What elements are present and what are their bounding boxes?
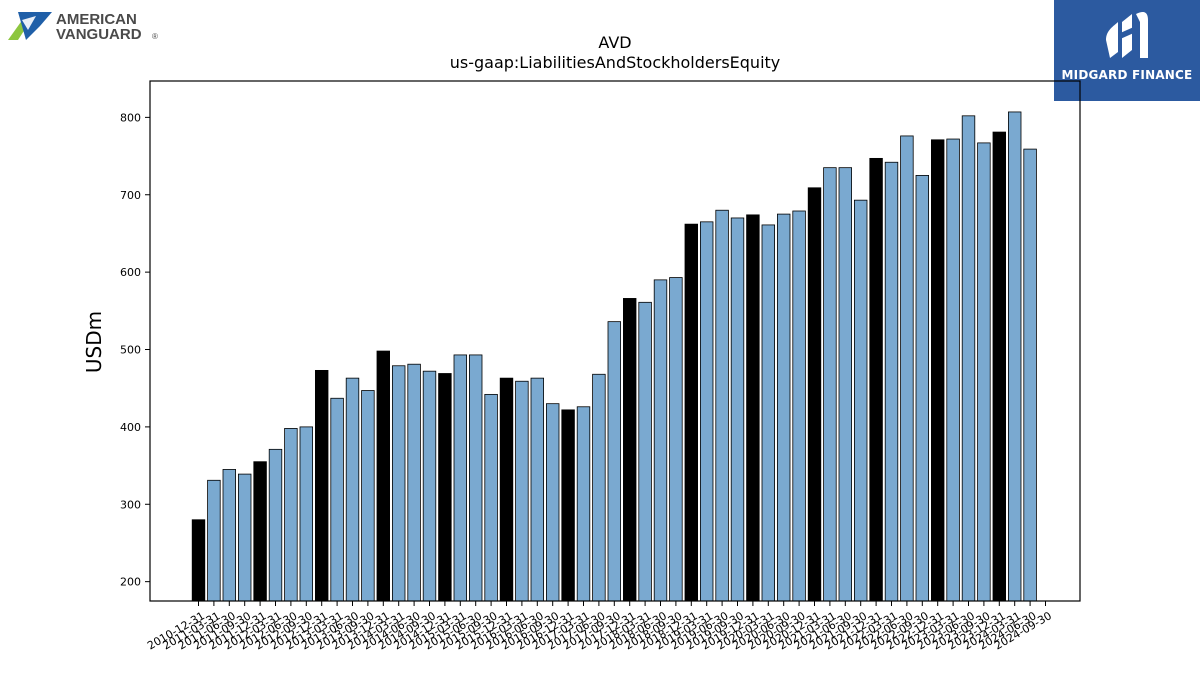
bar-2015-03-31: [453, 354, 468, 602]
bar-2023-06-30: [961, 115, 976, 602]
bar-2019-03-31: [700, 221, 714, 602]
bar-2012-09-30: [299, 426, 314, 602]
bar-2021-12-31: [869, 157, 883, 602]
y-tick-label: 200: [120, 576, 141, 589]
bar-2013-03-31: [330, 397, 344, 602]
bar-2017-09-30: [607, 321, 622, 602]
logo-line1: AMERICAN: [56, 11, 137, 28]
bar-2024-03-31: [1008, 111, 1022, 602]
american-vanguard-logo-icon: AMERICAN VANGUARD ®: [8, 11, 158, 43]
bar-2010-12-31: [191, 519, 206, 602]
bar-2023-12-31: [992, 131, 1007, 602]
midgard-finance-text: MIDGARD FINANCE: [1061, 68, 1193, 82]
bar-2020-03-31: [761, 224, 776, 602]
bar-2020-12-31: [807, 187, 822, 602]
bar-2023-09-30: [977, 142, 991, 602]
bar-2012-12-31: [314, 369, 329, 602]
bar-2017-03-31: [576, 406, 591, 602]
bar-2016-12-31: [561, 409, 575, 602]
bar-2018-09-30: [669, 277, 683, 602]
bar-2011-09-30: [237, 473, 252, 602]
bar-2018-06-30: [653, 279, 668, 602]
bar-2016-09-30: [546, 403, 560, 602]
bar-2022-06-30: [900, 135, 914, 602]
x-axis-ticks: 2010-12-312011-03-312011-06-302011-09-30…: [145, 601, 1054, 652]
bar-2013-06-30: [345, 377, 360, 602]
bar-2021-03-31: [823, 167, 837, 602]
bar-2022-03-31: [884, 161, 899, 602]
bars-group: [191, 111, 1037, 602]
y-tick-label: 700: [120, 189, 141, 202]
chart-subtitle: us-gaap:LiabilitiesAndStockholdersEquity: [450, 53, 781, 72]
bar-2021-09-30: [854, 199, 868, 602]
y-tick-label: 600: [120, 266, 141, 279]
bar-2014-03-31: [391, 365, 406, 602]
bar-2024-06-30: [1023, 148, 1037, 602]
y-axis-ticks: 200 300 400 500 600 700 800: [120, 111, 150, 589]
bar-2012-03-31: [268, 448, 283, 602]
bar-2013-09-30: [361, 390, 375, 602]
midgard-finance-logo: MIDGARD FINANCE: [1054, 0, 1200, 101]
bar-2014-12-31: [438, 373, 452, 602]
bar-2011-03-31: [207, 479, 221, 602]
bar-2012-06-30: [284, 428, 298, 602]
plot-frame: [149, 80, 1081, 602]
bar-2018-03-31: [638, 301, 652, 602]
y-tick-label: 300: [120, 498, 141, 511]
bar-2016-06-30: [530, 377, 545, 602]
bar-2015-06-30: [468, 354, 483, 602]
chart-title: AVD: [598, 33, 631, 52]
bar-2020-06-30: [777, 213, 791, 602]
bar-2019-12-31: [746, 214, 760, 602]
bar-2015-09-30: [484, 393, 498, 602]
bar-2020-09-30: [792, 210, 806, 602]
bar-2014-06-30: [407, 363, 421, 602]
bar-2019-09-30: [730, 217, 745, 602]
bar-2019-06-30: [715, 209, 729, 602]
logo-registered-mark: ®: [152, 32, 158, 41]
bar-2014-09-30: [422, 370, 437, 602]
y-tick-label: 800: [120, 111, 141, 124]
bar-2022-12-31: [931, 139, 945, 602]
y-tick-label: 400: [120, 421, 141, 434]
bar-2021-06-30: [838, 167, 853, 602]
bar-2022-09-30: [915, 174, 930, 602]
bar-2018-12-31: [684, 223, 699, 602]
y-tick-label: 500: [120, 344, 141, 357]
bar-2011-06-30: [222, 469, 237, 602]
bar-2017-12-31: [623, 298, 637, 602]
bar-2016-03-31: [515, 380, 529, 602]
bar-2015-12-31: [499, 377, 514, 602]
y-axis-label: USDm: [82, 311, 106, 373]
bar-2011-12-31: [253, 461, 267, 602]
bar-2017-06-30: [592, 373, 606, 602]
midgard-finance-icon: [1106, 12, 1148, 58]
american-vanguard-logo: AMERICAN VANGUARD ®: [6, 6, 166, 46]
logo-line2: VANGUARD: [56, 26, 142, 43]
bar-2013-12-31: [376, 350, 391, 602]
bar-2023-03-31: [946, 138, 960, 602]
